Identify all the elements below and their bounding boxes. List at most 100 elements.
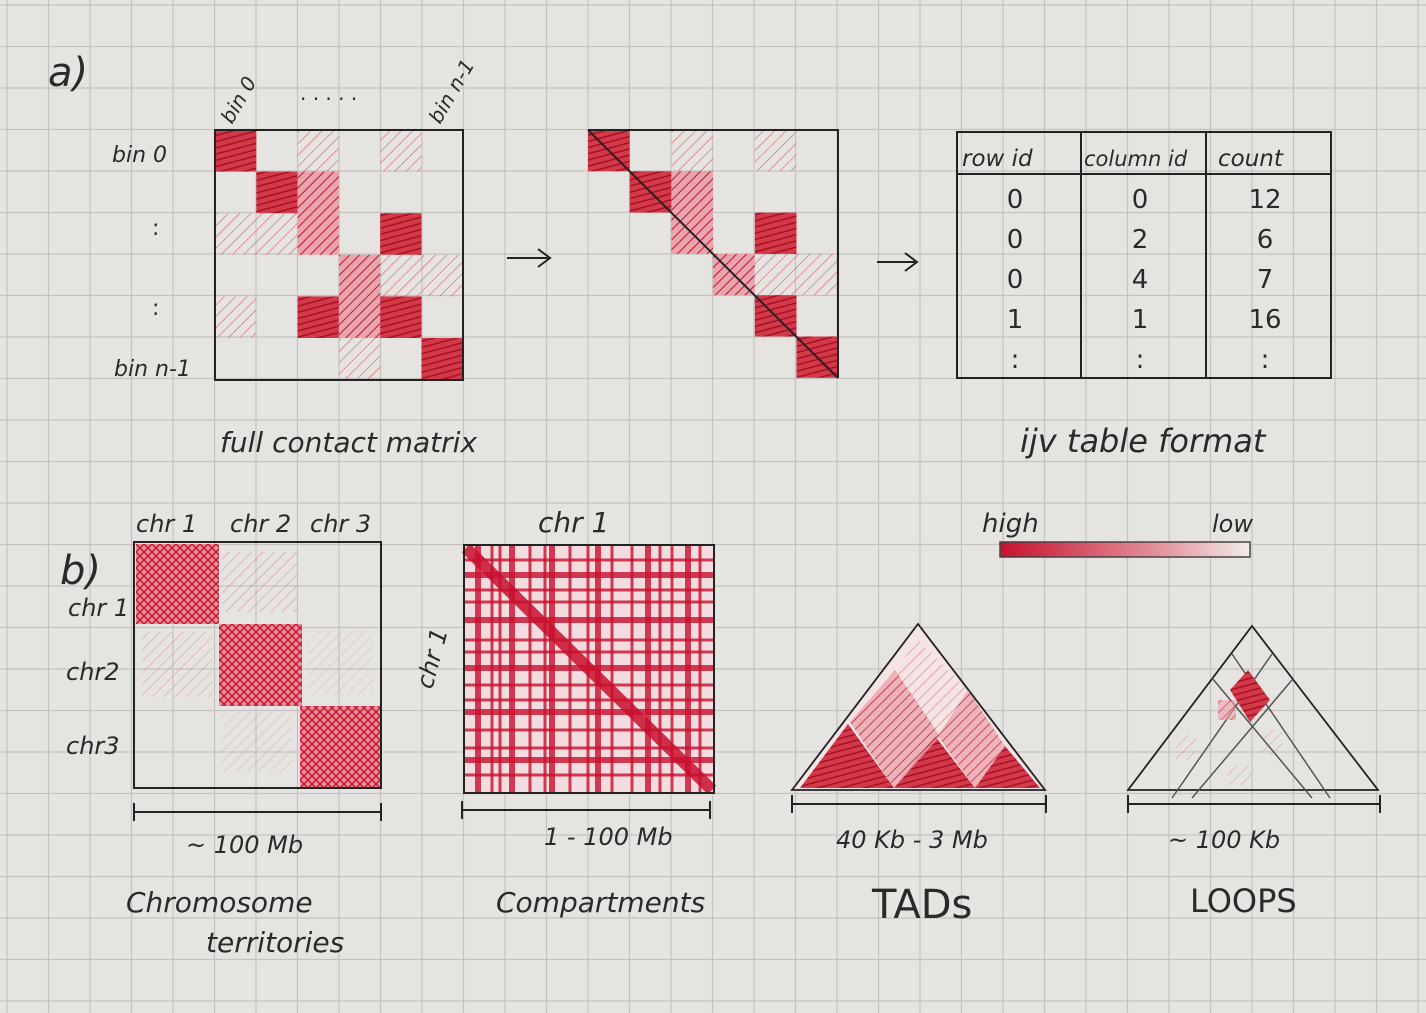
matrix-cell [215, 130, 257, 172]
col-label-bin0: bin 0 [216, 72, 262, 127]
table-cell: 0 [1007, 185, 1024, 215]
territories-caption-1: Chromosome [126, 886, 313, 919]
table-header-column-id: column id [1084, 147, 1188, 171]
table-header-count: count [1218, 146, 1284, 172]
territory-col-chr2: chr 2 [230, 510, 291, 538]
compartments-scale-label: 1 - 100 Mb [544, 823, 673, 851]
tad-region-2 [894, 736, 975, 788]
full-contact-matrix [215, 130, 463, 380]
tads-scale-bar [791, 795, 1047, 813]
matrix-cell [215, 213, 257, 255]
territories-matrix [133, 541, 382, 789]
matrix-cell [297, 130, 339, 172]
tads-scale-label: 40 Kb - 3 Mb [836, 826, 988, 854]
matrix-cell [421, 338, 463, 380]
territories-caption-2: territories [206, 926, 344, 959]
territory-offdiag-4 [308, 630, 373, 695]
matrix-cell [380, 213, 422, 255]
row-label-bin0: bin 0 [112, 143, 167, 168]
matrix-cell [338, 254, 381, 297]
table-cell: 12 [1248, 185, 1281, 215]
territory-col-chr1: chr 1 [136, 510, 197, 538]
matrix-cell [297, 213, 339, 255]
row-label-bin-n-1: bin n-1 [114, 357, 191, 382]
row-label-dots-1: : [152, 216, 159, 241]
territory-offdiag-1 [222, 552, 297, 612]
loops-scale-label: ~ 100 Kb [1168, 826, 1280, 854]
tads-triangle [790, 622, 1047, 791]
matrix-cell [256, 171, 298, 214]
matrix-cell [256, 213, 298, 255]
arrow-right-icon [507, 248, 552, 268]
table-cell: 0 [1007, 225, 1024, 255]
tad-region-3 [975, 746, 1040, 788]
legend-high-label: high [982, 509, 1039, 539]
matrix-cell [338, 338, 381, 380]
territory-col-chr3: chr 3 [310, 510, 371, 538]
compartments-scale-bar [461, 801, 711, 819]
upper-matrix-border [587, 129, 839, 379]
tads-caption: TADs [871, 882, 972, 928]
table-cell: 6 [1257, 225, 1274, 255]
territory-row-chr2: chr2 [66, 658, 120, 686]
tad-region-5 [938, 690, 1005, 788]
col-label-dots: . . . . . [300, 81, 357, 105]
territories-scale-bar [133, 803, 382, 821]
matrix-cell [380, 130, 422, 172]
compartments-matrix [461, 543, 717, 795]
compartments-diagonal [461, 543, 717, 795]
table-cell: 1 [1132, 305, 1149, 335]
territory-row-chr3: chr3 [66, 732, 120, 760]
table-header-row-id: row id [962, 146, 1033, 172]
compartments-caption: Compartments [496, 886, 705, 919]
upper-matrix-cell [796, 253, 839, 296]
table-body: 0 0 120 2 60 4 71 1 16::: [1007, 185, 1282, 375]
matrix-cell [421, 254, 463, 297]
territory-block-chr3 [300, 706, 380, 787]
territory-offdiag-3 [222, 712, 292, 772]
row-label-dots-2: : [152, 296, 159, 321]
upper-matrix-cell [754, 253, 797, 296]
arrow-right-icon-2 [877, 252, 919, 272]
table-cell: : [1136, 345, 1145, 375]
matrix-cell [215, 296, 257, 338]
territories-scale-label: ~ 100 Mb [186, 831, 303, 859]
matrix-cell [380, 254, 422, 297]
panel-a-label: a) [48, 50, 88, 96]
table-cell: 4 [1132, 265, 1149, 295]
upper-matrix-cell [671, 171, 714, 213]
territory-row-chr1: chr 1 [68, 594, 129, 622]
table-cell: 1 [1007, 305, 1024, 335]
loops-caption: LOOPS [1190, 882, 1297, 920]
upper-matrix-cell [671, 130, 714, 172]
loops-scale-bar [1127, 795, 1381, 813]
table-cell: 7 [1257, 265, 1274, 295]
tad-region-6 [895, 640, 968, 736]
panel-b-label: b) [60, 548, 101, 594]
territory-offdiag-2 [142, 632, 212, 697]
tad-region-1 [800, 724, 894, 788]
table-cell: 0 [1132, 185, 1149, 215]
table-caption: ijv table format [1020, 422, 1267, 460]
compartments-side-label: chr 1 [411, 625, 454, 691]
table-cell: 16 [1248, 305, 1281, 335]
full-matrix-border [214, 129, 464, 381]
col-label-bin-n-1: bin n-1 [424, 55, 480, 128]
matrix-caption: full contact matrix [220, 426, 477, 459]
territory-block-chr2 [219, 624, 302, 706]
matrix-cell [297, 296, 339, 338]
ijv-table: row id column id count 0 0 120 2 60 4 71 1 16::: [956, 131, 1332, 379]
matrix-cell [338, 296, 381, 338]
territory-block-chr1 [136, 544, 219, 624]
matrix-cell [297, 171, 339, 214]
legend-gradient-bar [999, 541, 1251, 558]
loop-spot [1230, 670, 1270, 722]
table-cell: : [1011, 345, 1020, 375]
matrix-cell [380, 296, 422, 338]
upper-matrix-cell [754, 212, 797, 254]
tad-region-4 [850, 670, 940, 788]
loops-triangle [1126, 624, 1380, 799]
table-cell: 0 [1007, 265, 1024, 295]
compartments-title: chr 1 [538, 506, 609, 539]
